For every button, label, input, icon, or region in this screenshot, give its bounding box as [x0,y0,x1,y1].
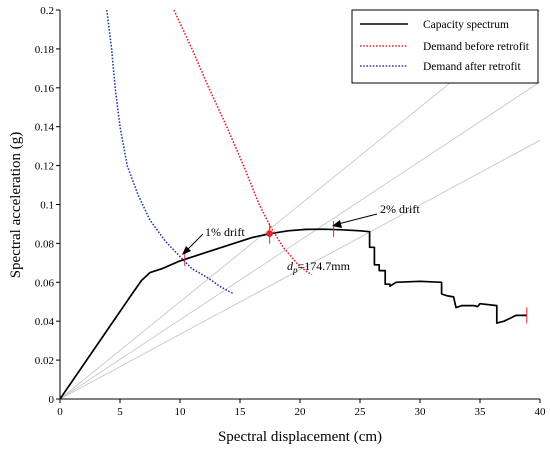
legend: Capacity spectrum Demand before retrofit… [351,9,539,84]
y-tick-label: 0.08 [35,238,55,250]
annotation-2pct-arrow-head [332,220,342,228]
demand-after-retrofit-line [106,10,235,295]
annotation-2pct-drift: 2% drift [332,202,420,228]
performance-point [266,230,273,237]
dp-symbol: d [287,259,294,273]
legend-label-demand-after: Demand after retrofit [423,61,522,73]
x-tick-label: 30 [415,406,427,418]
x-tick-label: 5 [117,406,123,418]
y-tick-label: 0.02 [35,355,54,367]
tick-layer: 0 5 10 15 20 25 30 35 40 0 0.02 0.04 0.06 0.08 0.1 0.12… [35,5,546,418]
annotation-1pct-drift: 1% drift [182,225,245,255]
x-tick-label: 10 [175,406,187,418]
x-tick-label: 40 [535,406,547,418]
series-layer [60,10,527,399]
annotation-2pct-arrow-line [337,213,378,225]
annotation-1pct-arrow-head [182,246,191,255]
y-tick-label: 0.2 [40,5,54,17]
reference-line-2 [60,81,540,399]
demand-before-retrofit-line [173,10,313,276]
annotation-2pct-label: 2% drift [380,202,420,216]
annotation-dp: dp=174.7mm [287,259,351,275]
y-axis-title: Spectral acceleration (g) [8,132,24,279]
y-tick-label: 0.1 [40,200,54,212]
capacity-spectrum-line [60,228,527,399]
y-tick-label: 0 [49,394,55,406]
x-tick-label: 0 [57,406,63,418]
annotation-dp-label: dp=174.7mm [287,259,351,275]
x-tick-label: 20 [295,406,307,418]
annotation-1pct-label: 1% drift [205,225,245,239]
y-tick-label: 0.14 [35,122,55,134]
x-axis-title: Spectral displacement (cm) [218,429,382,445]
y-tick-label: 0.04 [35,316,55,328]
annotation-1pct-arrow-line [185,233,204,252]
legend-label-demand-before: Demand before retrofit [423,41,530,53]
legend-label-capacity: Capacity spectrum [423,19,509,31]
y-tick-label: 0.18 [35,44,55,56]
y-tick-label: 0.06 [35,277,55,289]
dp-value: =174.7mm [298,259,351,273]
x-tick-label: 35 [475,406,487,418]
y-tick-label: 0.16 [35,83,55,95]
dp-subscript: p [292,265,298,275]
x-tick-label: 15 [235,406,247,418]
x-tick-label: 25 [355,406,367,418]
reference-line-3 [60,139,540,399]
y-tick-label: 0.12 [35,161,54,173]
